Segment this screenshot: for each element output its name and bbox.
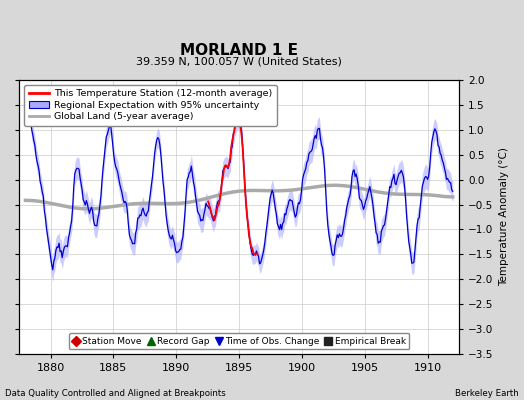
Text: 39.359 N, 100.057 W (United States): 39.359 N, 100.057 W (United States) [136,56,342,66]
Text: Data Quality Controlled and Aligned at Breakpoints: Data Quality Controlled and Aligned at B… [5,389,226,398]
Title: MORLAND 1 E: MORLAND 1 E [180,43,298,58]
Legend: Station Move, Record Gap, Time of Obs. Change, Empirical Break: Station Move, Record Gap, Time of Obs. C… [69,333,409,350]
Text: Berkeley Earth: Berkeley Earth [455,389,519,398]
Y-axis label: Temperature Anomaly (°C): Temperature Anomaly (°C) [499,148,509,286]
